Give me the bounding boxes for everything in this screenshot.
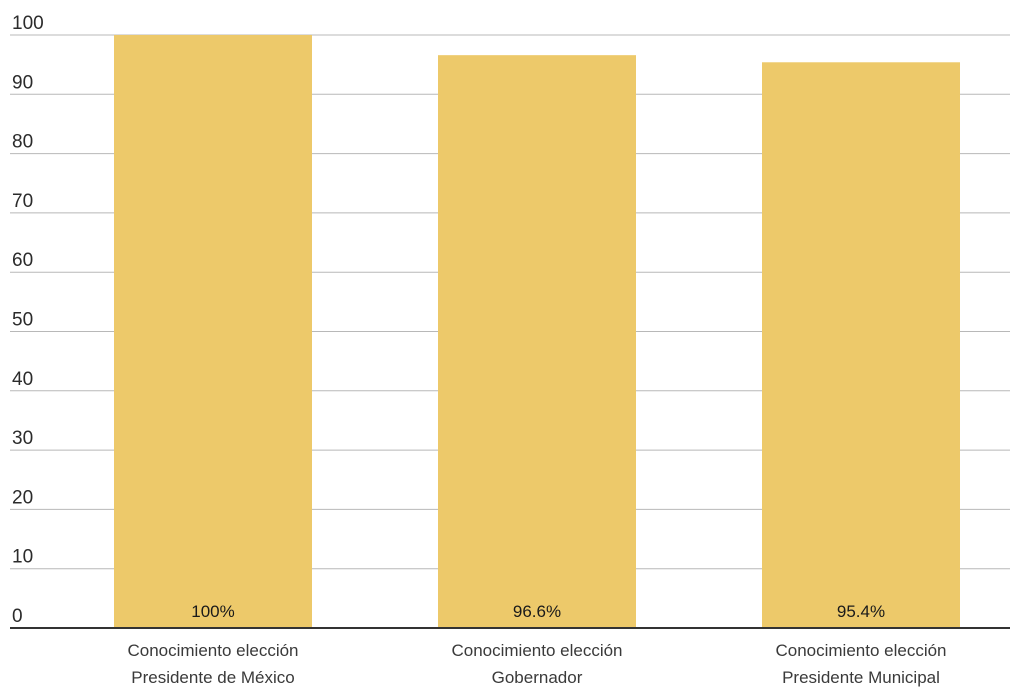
category-label: Conocimiento elección [775, 641, 946, 660]
y-tick-label: 80 [12, 132, 33, 153]
x-axis-categories: Conocimiento elección Presidente de Méxic… [127, 641, 946, 687]
bar [114, 35, 312, 628]
data-label: 95.4% [837, 602, 885, 621]
data-label: 100% [191, 602, 234, 621]
y-tick-label: 90 [12, 72, 33, 93]
category-label: Conocimiento elección [127, 641, 298, 660]
bar [438, 55, 636, 629]
y-tick-label: 10 [12, 547, 33, 568]
category-label: Presidente de México [131, 668, 294, 687]
category-label: Gobernador [492, 668, 583, 687]
y-tick-label: 40 [12, 369, 33, 390]
y-tick-label: 0 [12, 606, 23, 627]
y-tick-label: 50 [12, 310, 33, 331]
y-tick-label: 100 [12, 13, 44, 34]
data-label: 96.6% [513, 602, 561, 621]
category-label: Conocimiento elección [451, 641, 622, 660]
bar [762, 62, 960, 628]
y-tick-label: 60 [12, 250, 33, 271]
y-tick-label: 20 [12, 487, 33, 508]
y-axis-ticks: 0 10 20 30 40 50 60 70 80 90 100 [12, 13, 44, 627]
y-tick-label: 70 [12, 191, 33, 212]
y-tick-label: 30 [12, 428, 33, 449]
bars: 100% 96.6% 95.4% [114, 35, 960, 629]
category-label: Presidente Municipal [782, 668, 940, 687]
